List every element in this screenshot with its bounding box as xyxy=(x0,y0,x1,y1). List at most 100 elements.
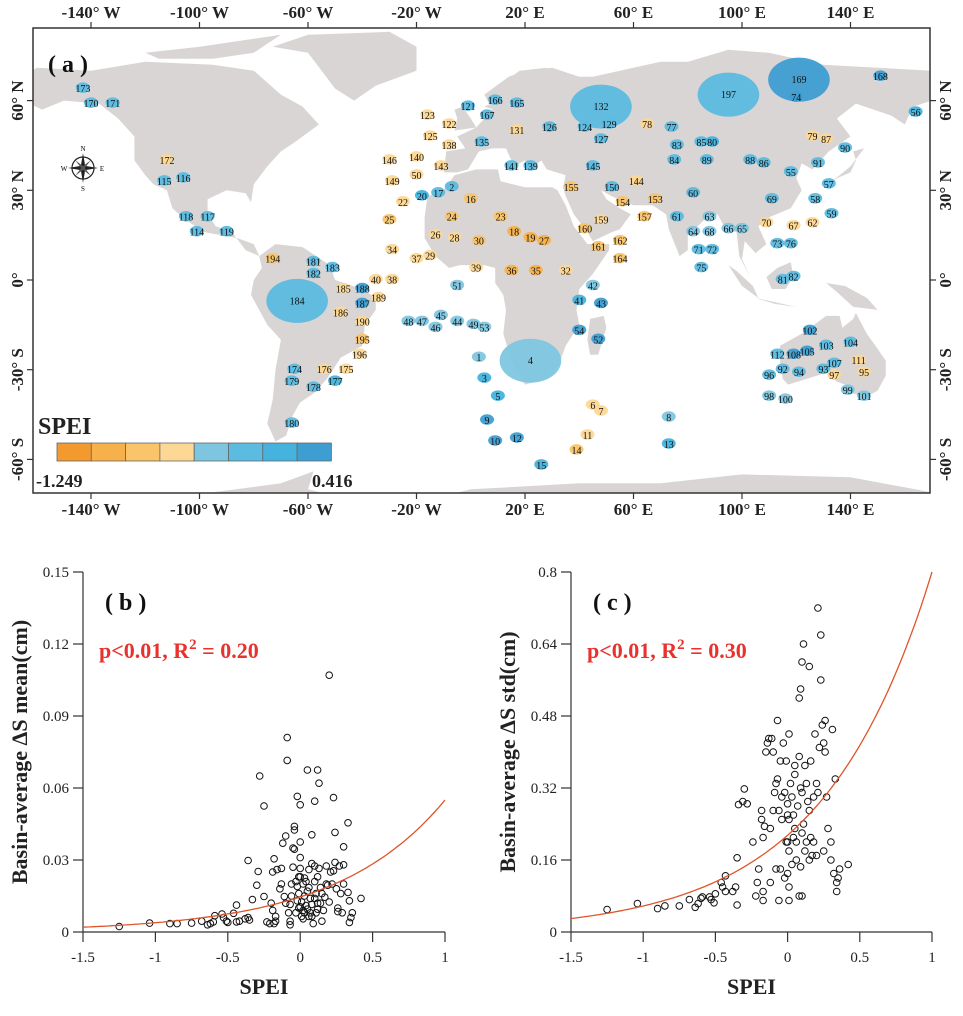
data-point xyxy=(310,797,319,806)
basin-label: 86 xyxy=(759,159,769,170)
basin-86 xyxy=(756,157,771,168)
data-point xyxy=(313,766,322,774)
basin-12 xyxy=(509,432,524,443)
legend-title: SPEI xyxy=(38,414,91,440)
data-point xyxy=(312,889,320,898)
data-point xyxy=(806,757,815,765)
data-point xyxy=(795,892,804,900)
basin-label: 55 xyxy=(786,168,796,179)
data-point xyxy=(733,901,741,909)
legend-bin xyxy=(296,442,332,462)
data-point xyxy=(252,881,261,890)
basin-181 xyxy=(306,255,321,267)
basin-label: 182 xyxy=(306,270,321,281)
lon-label-top: -140° W xyxy=(62,3,121,22)
land-mass xyxy=(443,49,930,277)
basin-label: 97 xyxy=(829,371,839,382)
data-point xyxy=(255,772,264,780)
data-point xyxy=(783,800,792,808)
data-point xyxy=(812,851,821,860)
basin-label: 22 xyxy=(398,198,408,209)
compass-n: N xyxy=(80,145,85,153)
basin-label: 96 xyxy=(764,371,774,382)
basin-label: 178 xyxy=(306,383,321,394)
data-point xyxy=(770,788,779,797)
basin-195 xyxy=(355,333,370,345)
basin-84 xyxy=(667,154,682,165)
basin-label: 40 xyxy=(371,276,381,287)
data-point xyxy=(779,739,788,747)
data-point xyxy=(792,838,801,846)
basin-99 xyxy=(840,384,855,395)
lat-label-left: 60° N xyxy=(8,80,27,121)
stats-text: p<0.01, R xyxy=(587,638,678,663)
data-point xyxy=(280,892,289,901)
data-point xyxy=(306,909,315,917)
x-tick-label: 0.5 xyxy=(363,950,382,966)
basin-67 xyxy=(786,219,801,231)
data-point xyxy=(303,766,312,774)
basin-132 xyxy=(570,84,632,129)
basin-label: 39 xyxy=(471,264,481,275)
basin-30 xyxy=(471,234,486,246)
basin-59 xyxy=(824,207,839,219)
basin-71 xyxy=(691,243,706,255)
data-point xyxy=(296,864,305,873)
basin-label: 145 xyxy=(585,162,600,173)
basin-label: 29 xyxy=(425,252,435,263)
basin-153 xyxy=(648,193,663,204)
basin-76 xyxy=(783,237,798,249)
lat-label-left: 0° xyxy=(8,272,27,287)
x-tick-label: -1.5 xyxy=(559,950,583,966)
basin-label: 52 xyxy=(593,335,603,346)
basin-79 xyxy=(805,130,820,141)
basin-label: 154 xyxy=(615,198,630,209)
data-point xyxy=(799,640,808,648)
basin-label: 135 xyxy=(474,138,489,149)
basin-149 xyxy=(385,175,400,186)
data-point xyxy=(815,743,824,752)
basin-label: 48 xyxy=(403,317,413,328)
basin-78 xyxy=(640,118,655,129)
data-point xyxy=(783,811,792,819)
data-point xyxy=(248,895,257,904)
basin-label: 69 xyxy=(767,195,777,206)
basin-label: 190 xyxy=(355,317,370,328)
data-point xyxy=(322,862,331,870)
lat-label-right: 30° N xyxy=(936,169,955,210)
data-point xyxy=(334,904,342,912)
lon-label-bottom: 20° E xyxy=(505,500,544,519)
basin-87 xyxy=(819,133,834,144)
basin-label: 7 xyxy=(598,407,603,418)
basin-label: 123 xyxy=(420,111,435,122)
basin-label: 141 xyxy=(504,162,519,173)
basin-label: 11 xyxy=(583,431,593,442)
basin-180 xyxy=(284,417,299,428)
basin-label: 73 xyxy=(772,240,782,251)
data-point xyxy=(817,676,825,684)
basin-label: 175 xyxy=(338,365,353,376)
basin-label: 15 xyxy=(536,461,546,472)
basin-166 xyxy=(488,94,503,105)
basin-label: 19 xyxy=(525,234,535,245)
basin-label: 189 xyxy=(371,293,386,304)
basin-label: 171 xyxy=(105,99,120,110)
basin-186 xyxy=(333,306,348,318)
data-point xyxy=(754,865,763,873)
basin-22 xyxy=(395,196,410,207)
basin-85 xyxy=(694,136,709,147)
stats-text: p<0.01, R xyxy=(99,638,190,663)
basin-label: 42 xyxy=(588,281,598,292)
basin-label: 149 xyxy=(385,177,400,188)
basin-174 xyxy=(287,363,302,374)
data-point xyxy=(795,752,804,761)
regression-stats: p<0.01, R2 = 0.30 xyxy=(587,637,747,663)
basin-190 xyxy=(355,315,370,327)
basin-label: 72 xyxy=(707,246,717,257)
data-point xyxy=(300,874,309,882)
data-point xyxy=(769,748,778,756)
basin-47 xyxy=(414,315,429,327)
y-tick-label: 0.06 xyxy=(43,781,70,797)
basin-15 xyxy=(534,459,549,470)
data-point xyxy=(809,838,818,846)
